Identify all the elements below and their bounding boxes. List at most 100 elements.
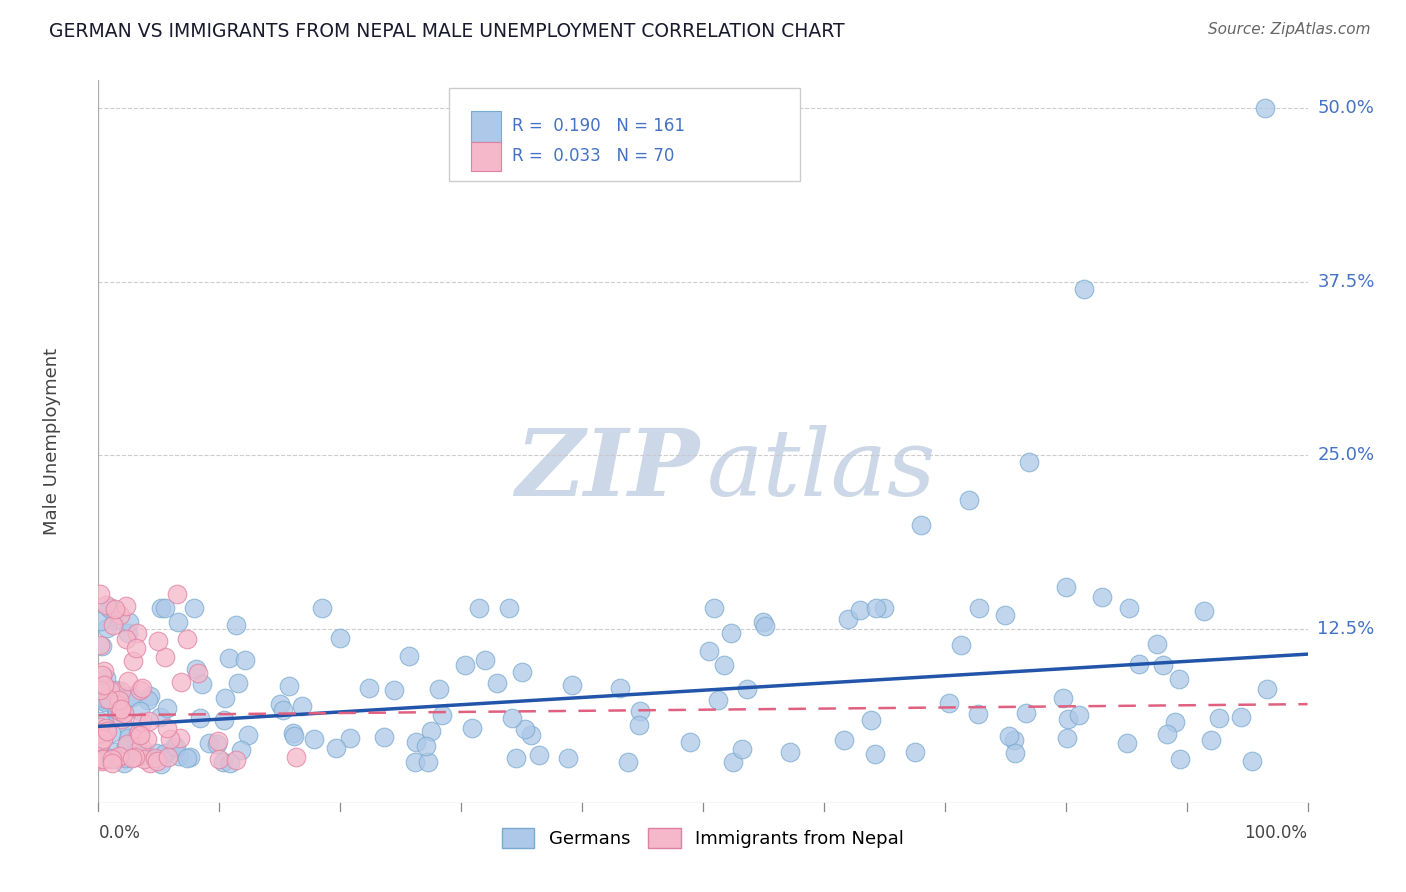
- Point: [1115, 736, 1137, 750]
- Point: [96, 598, 118, 612]
- Point: [156, 721, 179, 735]
- Point: [357, 681, 380, 696]
- Point: [143, 750, 166, 764]
- Text: 37.5%: 37.5%: [1317, 273, 1375, 291]
- Point: [938, 696, 960, 710]
- Point: [779, 745, 801, 759]
- Text: 25.0%: 25.0%: [1317, 446, 1375, 465]
- FancyBboxPatch shape: [471, 112, 501, 142]
- Point: [135, 747, 157, 762]
- Point: [105, 706, 128, 721]
- Point: [131, 681, 153, 696]
- Point: [707, 693, 730, 707]
- Point: [118, 726, 141, 740]
- Text: 0.0%: 0.0%: [98, 824, 141, 842]
- Point: [1256, 682, 1278, 697]
- Point: [93, 694, 115, 708]
- Point: [1163, 715, 1185, 730]
- Point: [110, 701, 132, 715]
- Point: [398, 648, 420, 663]
- Point: [125, 641, 148, 656]
- Point: [89, 587, 111, 601]
- Point: [873, 601, 896, 615]
- Point: [117, 731, 139, 745]
- Text: ZIP: ZIP: [515, 425, 699, 516]
- Point: [125, 738, 148, 752]
- Point: [89, 720, 111, 734]
- Point: [93, 678, 115, 692]
- Point: [527, 748, 550, 763]
- Point: [114, 750, 136, 764]
- Point: [125, 738, 148, 752]
- Point: [176, 750, 198, 764]
- Point: [1073, 282, 1095, 296]
- Point: [121, 751, 143, 765]
- Point: [311, 601, 333, 615]
- Point: [132, 752, 155, 766]
- Point: [115, 737, 138, 751]
- Point: [713, 657, 735, 672]
- Point: [91, 752, 114, 766]
- Point: [94, 721, 117, 735]
- Point: [271, 703, 294, 717]
- Point: [269, 697, 291, 711]
- Point: [112, 756, 135, 771]
- Point: [169, 674, 191, 689]
- Point: [169, 731, 191, 745]
- Point: [117, 674, 139, 689]
- Point: [166, 615, 188, 629]
- Point: [115, 739, 138, 754]
- Point: [101, 752, 124, 766]
- Text: Source: ZipAtlas.com: Source: ZipAtlas.com: [1208, 22, 1371, 37]
- Point: [166, 587, 188, 601]
- Point: [236, 728, 259, 742]
- Point: [156, 750, 179, 764]
- Point: [207, 734, 229, 748]
- Point: [212, 713, 235, 727]
- Point: [149, 756, 172, 771]
- Point: [104, 707, 127, 722]
- Text: R =  0.033   N = 70: R = 0.033 N = 70: [512, 147, 675, 165]
- Point: [628, 717, 651, 731]
- Point: [131, 714, 153, 729]
- Point: [127, 626, 149, 640]
- Point: [278, 679, 301, 693]
- Point: [100, 682, 122, 697]
- Point: [118, 689, 141, 703]
- Text: R =  0.190   N = 161: R = 0.190 N = 161: [512, 117, 685, 135]
- Point: [994, 608, 1017, 623]
- Text: 50.0%: 50.0%: [1317, 99, 1374, 117]
- Point: [167, 749, 190, 764]
- Point: [1199, 733, 1222, 747]
- Point: [1156, 727, 1178, 741]
- Point: [124, 750, 146, 764]
- Point: [1052, 691, 1074, 706]
- Point: [128, 725, 150, 739]
- Point: [125, 745, 148, 759]
- Point: [834, 732, 856, 747]
- Point: [112, 706, 135, 720]
- Point: [101, 756, 124, 771]
- Point: [129, 739, 152, 753]
- Point: [1240, 754, 1263, 768]
- Point: [153, 649, 176, 664]
- Point: [136, 692, 159, 706]
- Point: [966, 707, 988, 722]
- Point: [1018, 455, 1040, 469]
- Point: [226, 676, 249, 690]
- Point: [520, 728, 543, 742]
- Point: [145, 746, 167, 760]
- Point: [129, 683, 152, 698]
- Point: [1254, 101, 1277, 115]
- Point: [1015, 706, 1038, 720]
- Point: [110, 683, 132, 698]
- Point: [96, 723, 118, 738]
- Point: [1194, 604, 1216, 618]
- Point: [97, 692, 120, 706]
- Point: [501, 711, 523, 725]
- Point: [111, 712, 134, 726]
- Point: [1168, 752, 1191, 766]
- FancyBboxPatch shape: [471, 142, 501, 170]
- Point: [90, 754, 112, 768]
- Point: [96, 671, 118, 685]
